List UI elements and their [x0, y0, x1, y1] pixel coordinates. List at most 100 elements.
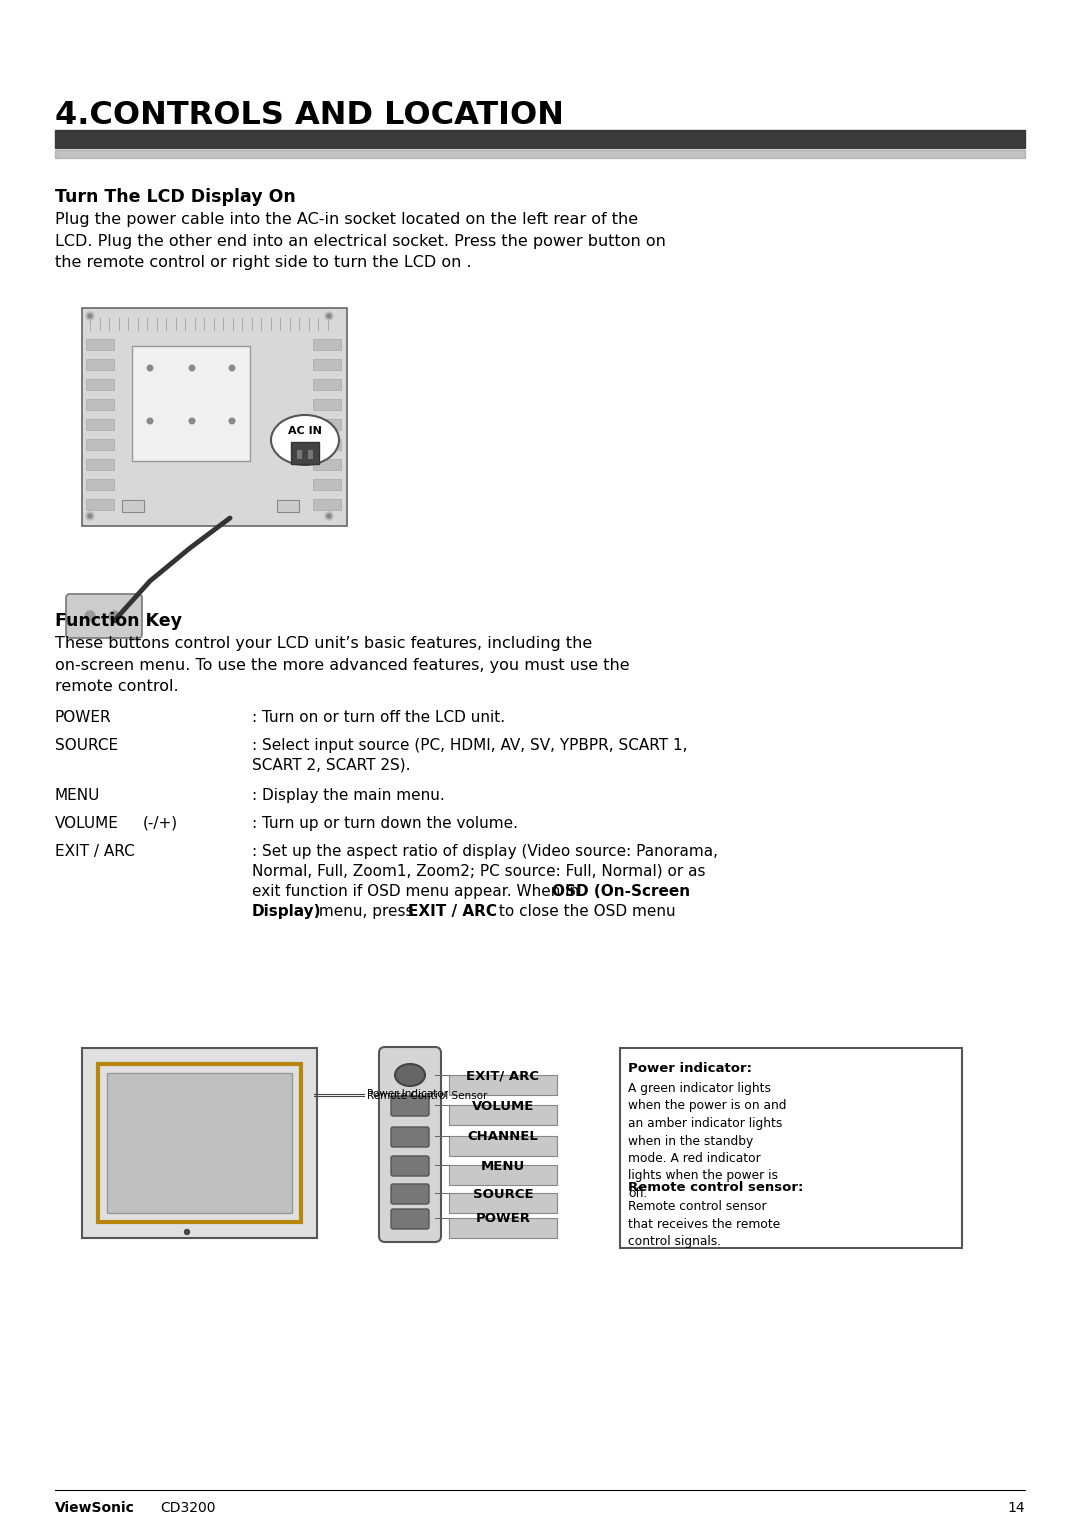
Bar [313, 459, 341, 469]
Bar [122, 500, 144, 512]
Circle shape [189, 419, 194, 424]
Bar [98, 1064, 301, 1222]
Text: VOLUME: VOLUME [472, 1099, 535, 1113]
Circle shape [185, 1229, 189, 1234]
Text: Normal, Full, Zoom1, Zoom2; PC source: Full, Normal) or as: Normal, Full, Zoom1, Zoom2; PC source: F… [252, 864, 705, 879]
Text: These buttons control your LCD unit’s basic features, including the
on-screen me: These buttons control your LCD unit’s ba… [55, 636, 630, 694]
Text: Remote control sensor
that receives the remote
control signals.: Remote control sensor that receives the … [627, 1200, 780, 1248]
Circle shape [325, 512, 333, 520]
Bar [86, 359, 114, 370]
FancyBboxPatch shape [391, 1127, 429, 1147]
Circle shape [229, 419, 234, 424]
FancyBboxPatch shape [391, 1183, 429, 1203]
Text: SOURCE: SOURCE [55, 739, 118, 752]
Text: menu, press: menu, press [314, 904, 418, 919]
Text: OSD (On-Screen: OSD (On-Screen [552, 884, 690, 899]
Bar [107, 1073, 292, 1212]
Circle shape [87, 313, 92, 318]
Text: EXIT / ARC: EXIT / ARC [408, 904, 497, 919]
Text: : Turn on or turn off the LCD unit.: : Turn on or turn off the LCD unit. [252, 709, 505, 725]
Circle shape [147, 365, 152, 372]
Text: CHANNEL: CHANNEL [468, 1130, 539, 1144]
Circle shape [147, 419, 152, 424]
Text: Turn The LCD Display On: Turn The LCD Display On [55, 188, 296, 206]
Bar [86, 459, 114, 469]
Text: exit function if OSD menu appear. When in: exit function if OSD menu appear. When i… [252, 884, 584, 899]
Bar [291, 442, 319, 463]
Text: to close the OSD menu: to close the OSD menu [494, 904, 676, 919]
FancyBboxPatch shape [391, 1209, 429, 1229]
Text: : Select input source (PC, HDMI, AV, SV, YPBPR, SCART 1,: : Select input source (PC, HDMI, AV, SV,… [252, 739, 688, 752]
Text: : Set up the aspect ratio of display (Video source: Panorama,: : Set up the aspect ratio of display (Vi… [252, 844, 718, 859]
Bar [276, 500, 299, 512]
Bar [297, 450, 302, 459]
Circle shape [327, 514, 330, 518]
Text: MENU: MENU [55, 787, 100, 803]
Bar [132, 346, 249, 462]
Circle shape [327, 313, 330, 318]
Circle shape [325, 312, 333, 320]
Circle shape [109, 612, 119, 621]
Bar [313, 498, 341, 511]
Text: VOLUME: VOLUME [55, 816, 119, 830]
Bar [82, 307, 347, 526]
Text: POWER: POWER [475, 1212, 530, 1226]
Bar [313, 479, 341, 489]
Bar [313, 379, 341, 390]
Text: Plug the power cable into the AC-in socket located on the left rear of the
LCD. : Plug the power cable into the AC-in sock… [55, 213, 666, 271]
Bar [449, 1165, 557, 1185]
Bar [86, 498, 114, 511]
Bar [620, 1047, 962, 1248]
Text: : Display the main menu.: : Display the main menu. [252, 787, 445, 803]
Bar [82, 1047, 318, 1238]
Text: EXIT/ ARC: EXIT/ ARC [467, 1069, 540, 1083]
Bar [86, 379, 114, 390]
Text: AC IN: AC IN [288, 427, 322, 436]
Circle shape [86, 312, 94, 320]
Bar [55, 150, 1025, 157]
FancyBboxPatch shape [379, 1047, 441, 1242]
Text: (-/+): (-/+) [143, 816, 178, 830]
Bar [313, 359, 341, 370]
Text: CD3200: CD3200 [160, 1501, 216, 1515]
Bar [449, 1136, 557, 1156]
Text: A green indicator lights
when the power is on and
an amber indicator lights
when: A green indicator lights when the power … [627, 1083, 786, 1200]
Text: 14: 14 [1008, 1501, 1025, 1515]
Bar [449, 1075, 557, 1095]
Bar [313, 399, 341, 410]
Bar [86, 399, 114, 410]
Text: MENU: MENU [481, 1159, 525, 1173]
Text: Display): Display) [252, 904, 322, 919]
Ellipse shape [271, 414, 339, 465]
Text: Power indicator:: Power indicator: [627, 1063, 752, 1075]
Bar [86, 339, 114, 350]
Text: SOURCE: SOURCE [473, 1188, 534, 1200]
Text: Remote control sensor:: Remote control sensor: [627, 1180, 804, 1194]
Bar [449, 1105, 557, 1125]
Text: Power Indicator: Power Indicator [367, 1089, 448, 1099]
Bar [449, 1193, 557, 1212]
Text: : Turn up or turn down the volume.: : Turn up or turn down the volume. [252, 816, 518, 830]
Bar [313, 439, 341, 450]
Circle shape [87, 514, 92, 518]
Text: EXIT / ARC: EXIT / ARC [55, 844, 135, 859]
Bar [308, 450, 313, 459]
Text: SCART 2, SCART 2S).: SCART 2, SCART 2S). [252, 758, 410, 774]
Bar [313, 419, 341, 430]
Circle shape [229, 365, 234, 372]
Text: Function Key: Function Key [55, 612, 183, 630]
Text: Remote Control Sensor: Remote Control Sensor [367, 1092, 487, 1101]
Bar [86, 439, 114, 450]
Bar [449, 1219, 557, 1238]
FancyBboxPatch shape [391, 1156, 429, 1176]
Bar [86, 479, 114, 489]
Circle shape [86, 512, 94, 520]
FancyBboxPatch shape [391, 1096, 429, 1116]
Circle shape [85, 612, 95, 621]
Bar [313, 339, 341, 350]
Circle shape [189, 365, 194, 372]
Text: POWER: POWER [55, 709, 111, 725]
Bar [86, 419, 114, 430]
Ellipse shape [395, 1064, 426, 1086]
Text: ViewSonic: ViewSonic [55, 1501, 135, 1515]
